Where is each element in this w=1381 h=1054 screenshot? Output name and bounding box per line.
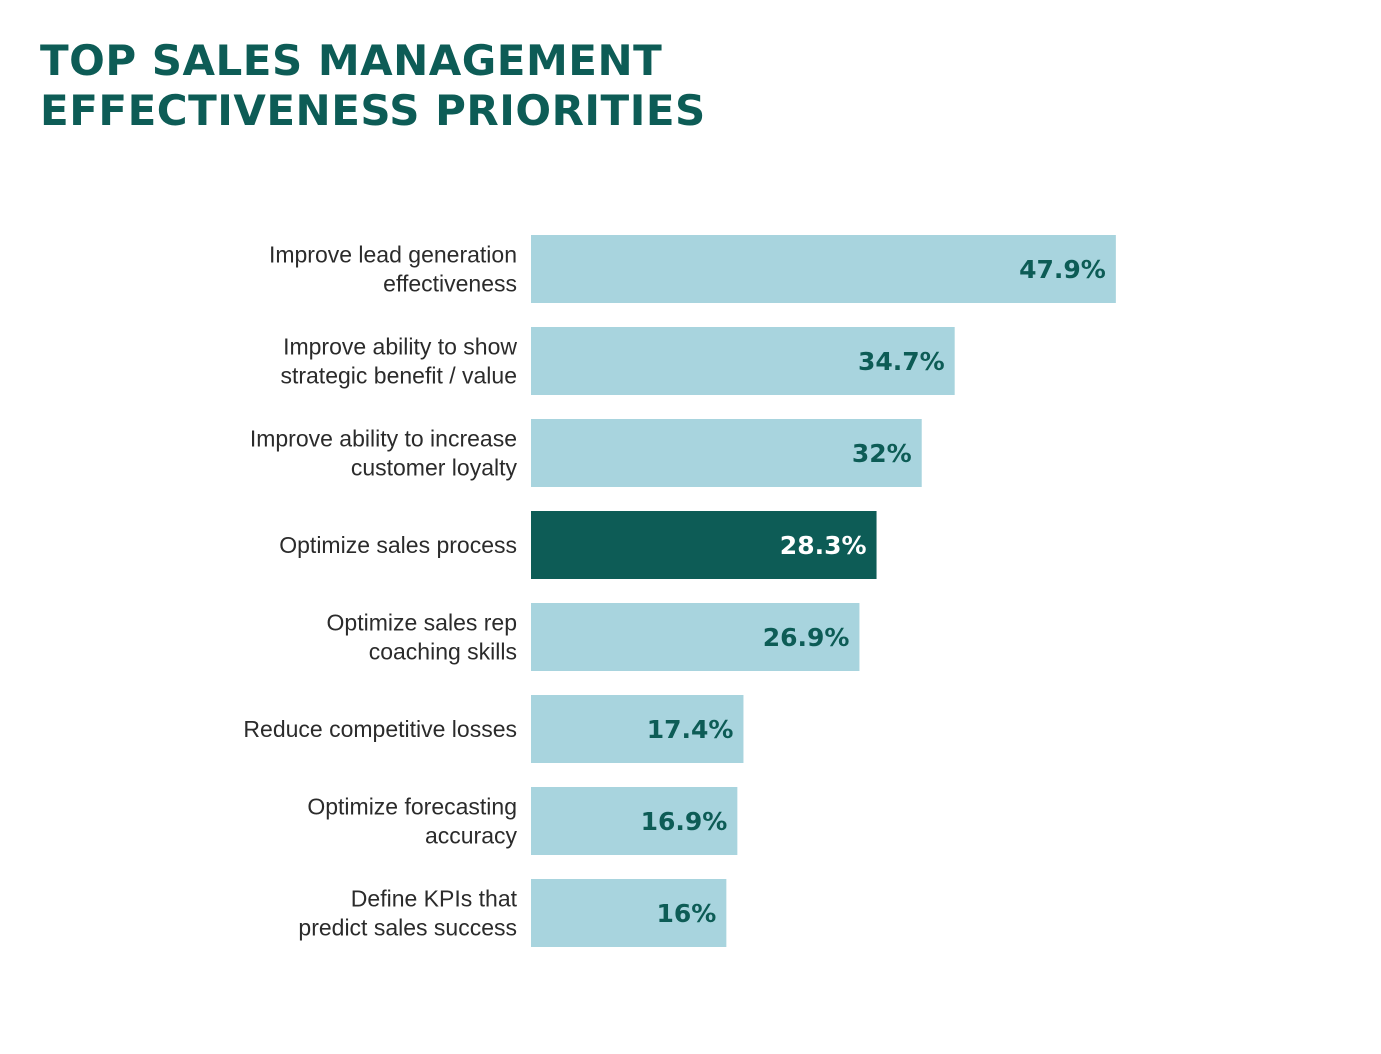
chart-title-line-1: TOP SALES MANAGEMENT (40, 36, 663, 85)
bar-4 (531, 511, 877, 579)
value-label-8: 16% (657, 899, 717, 928)
category-label-1-line-2: effectiveness (383, 271, 517, 297)
category-label-8: Define KPIs that predict sales success (298, 886, 517, 941)
chart-title-line-2: EFFECTIVENESS PRIORITIES (40, 86, 706, 135)
chart-title: TOP SALES MANAGEMENT EFFECTIVENESS PRIOR… (40, 36, 706, 136)
bar-2 (531, 327, 955, 395)
category-label-7-line-1: Optimize forecasting (307, 794, 517, 820)
category-label-8-line-1: Define KPIs that (351, 886, 518, 912)
category-label-5: Optimize sales rep coaching skills (327, 610, 517, 665)
bar-8 (531, 879, 727, 947)
category-label-6: Reduce competitive losses (243, 716, 517, 742)
category-label-3-line-1: Improve ability to increase (250, 426, 517, 452)
value-label-6: 17.4% (647, 715, 734, 744)
category-label-2-line-1: Improve ability to show (283, 334, 517, 360)
category-label-4: Optimize sales process (279, 532, 517, 558)
category-label-5-line-1: Optimize sales rep (327, 610, 517, 636)
category-label-3-line-2: customer loyalty (351, 455, 518, 481)
value-label-3: 32% (852, 439, 912, 468)
category-label-7: Optimize forecasting accuracy (307, 794, 517, 849)
category-label-4-line-1: Optimize sales process (279, 532, 517, 558)
category-label-3: Improve ability to increase customer loya… (250, 426, 518, 481)
value-label-7: 16.9% (641, 807, 728, 836)
bar-7 (531, 787, 738, 855)
category-label-7-line-2: accuracy (425, 823, 518, 849)
value-label-1: 47.9% (1019, 255, 1106, 284)
category-label-6-line-1: Reduce competitive losses (243, 716, 517, 742)
value-label-4: 28.3% (780, 531, 867, 560)
category-label-1-line-1: Improve lead generation (269, 242, 517, 268)
bar-6 (531, 695, 744, 763)
category-label-5-line-2: coaching skills (369, 639, 517, 665)
category-label-8-line-2: predict sales success (298, 915, 517, 941)
value-label-5: 26.9% (763, 623, 850, 652)
value-label-2: 34.7% (858, 347, 945, 376)
category-label-1: Improve lead generation effectiveness (269, 242, 517, 297)
bar-3 (531, 419, 922, 487)
bar-5 (531, 603, 860, 671)
category-label-2-line-2: strategic benefit / value (280, 363, 517, 389)
bar-1 (531, 235, 1116, 303)
category-label-2: Improve ability to show strategic benefit… (280, 334, 517, 389)
